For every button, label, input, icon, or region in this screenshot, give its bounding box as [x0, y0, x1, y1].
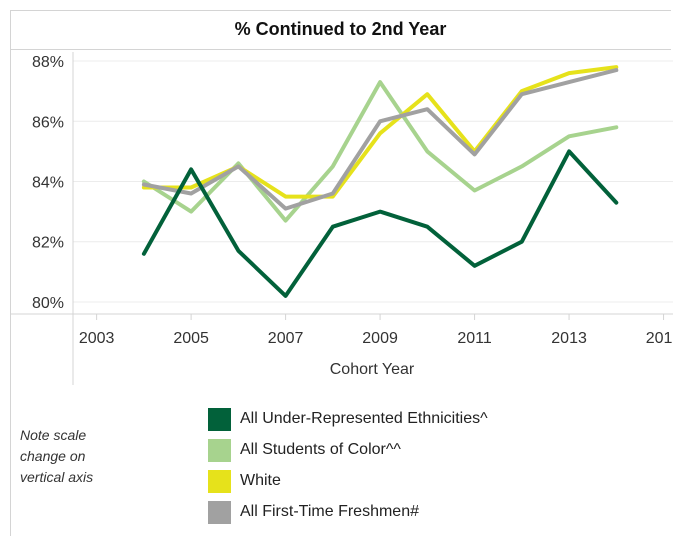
chart-frame — [10, 10, 671, 536]
gridlines — [73, 60, 673, 303]
x-tick-label: 2009 — [362, 330, 398, 347]
x-tick-label: 2015 — [646, 330, 673, 347]
y-tick-label: 80% — [32, 295, 64, 312]
legend-item: All Students of Color^^ — [208, 436, 488, 464]
series-line-4 — [141, 68, 619, 211]
legend-item: All First-Time Freshmen# — [208, 498, 488, 526]
series-line-2 — [141, 80, 619, 223]
legend-swatch — [208, 500, 231, 524]
legend-label: White — [240, 472, 281, 489]
legend-swatch — [208, 438, 231, 462]
chart-title-bar: % Continued to 2nd Year — [10, 10, 671, 50]
x-tick-label: 2005 — [173, 330, 209, 347]
y-tick-label: 86% — [32, 114, 64, 131]
x-tick-label: 2013 — [551, 330, 587, 347]
x-tick-label: 2011 — [457, 330, 492, 347]
legend-item: White — [208, 467, 488, 495]
legend-label: All First-Time Freshmen# — [240, 503, 419, 520]
x-tick-label: 2003 — [79, 330, 115, 347]
x-tick-label: 2007 — [268, 330, 304, 347]
y-tick-label: 84% — [32, 174, 64, 191]
tick-labels: 80% 82% 84% 86% 88% 2003 2005 2007 2009 2011 2013 2… — [32, 54, 673, 347]
legend: All Under-Represented Ethnicities^ All St… — [208, 405, 488, 529]
series-lines — [141, 65, 619, 298]
x-axis-title: Cohort Year — [330, 361, 415, 378]
legend-item: All Under-Represented Ethnicities^ — [208, 405, 488, 433]
legend-swatch — [208, 469, 231, 493]
legend-swatch — [208, 407, 231, 431]
scale-note: Note scale change on vertical axis — [20, 427, 94, 485]
legend-label: All Under-Represented Ethnicities^ — [240, 410, 488, 427]
series-line-1 — [141, 149, 619, 298]
legend-label: All Students of Color^^ — [240, 441, 401, 458]
y-tick-label: 88% — [32, 54, 64, 71]
y-tick-label: 82% — [32, 235, 64, 252]
chart-title: % Continued to 2nd Year — [234, 19, 447, 39]
axes — [10, 52, 673, 385]
